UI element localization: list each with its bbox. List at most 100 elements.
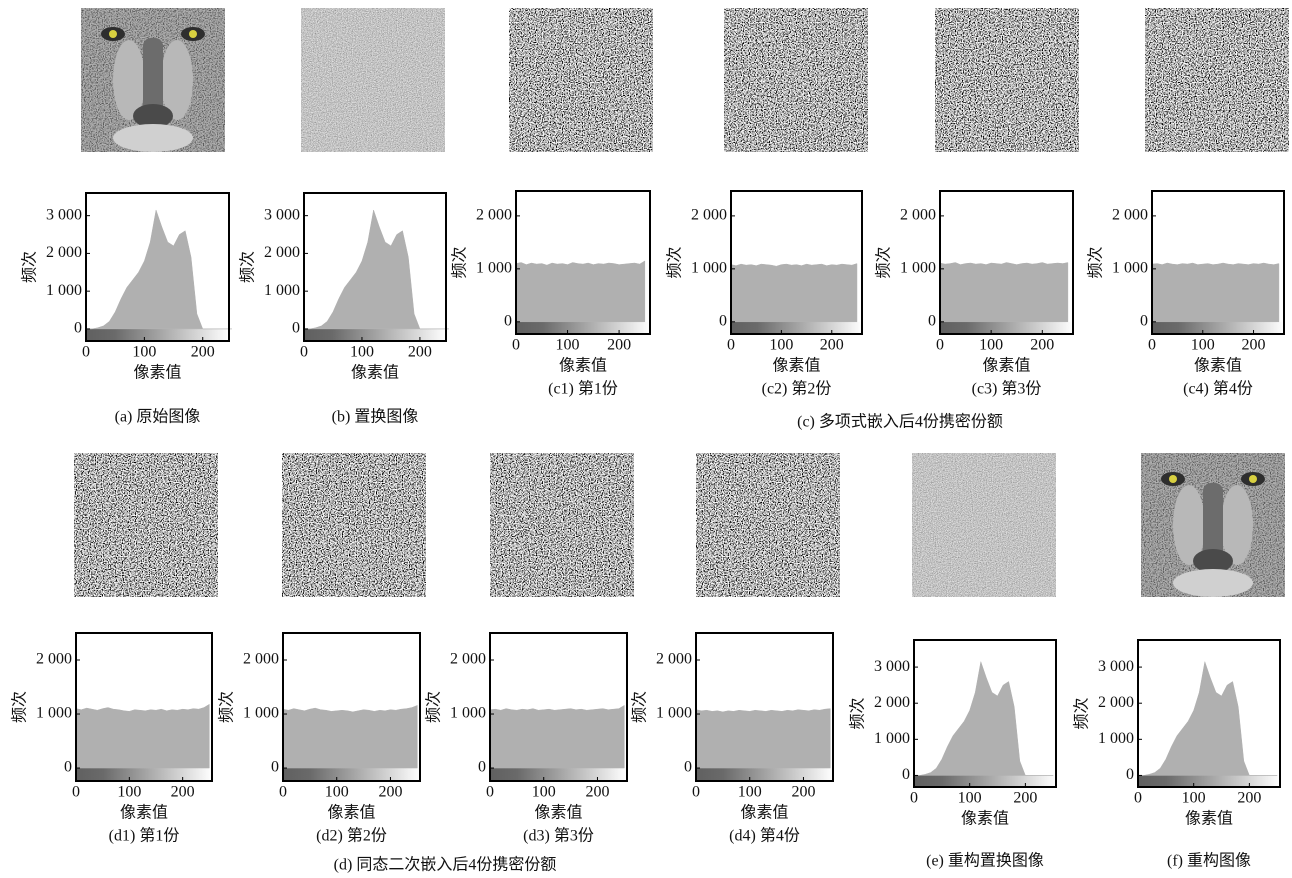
y-axis-label: 频次 (11, 691, 29, 723)
y-tick-label: 1 000 (691, 260, 727, 277)
share-image (490, 453, 634, 597)
y-axis-label: 频次 (631, 691, 649, 723)
x-axis-label: 像素值 (327, 804, 375, 822)
x-tick-label: 100 (769, 337, 793, 354)
y-axis-label: 频次 (451, 246, 469, 278)
y-tick-label: 2 000 (1112, 207, 1148, 224)
y-tick-label: 0 (504, 312, 512, 329)
y-tick-label: 2 000 (243, 651, 279, 668)
y-tick-label: 0 (928, 312, 936, 329)
y-tick-label: 2 000 (264, 244, 300, 261)
x-tick-label: 200 (820, 337, 844, 354)
panel-caption: (f) 重构图像 (1167, 852, 1251, 870)
y-tick-label: 3 000 (264, 206, 300, 223)
histogram-area (914, 662, 1053, 776)
y-tick-label: 1 000 (1098, 730, 1134, 747)
x-tick-label: 200 (1237, 790, 1261, 807)
x-tick-label: 0 (727, 337, 735, 354)
group-caption: (d) 同态二次嵌入后4份携密份额 (334, 856, 557, 874)
panel-caption: (d1) 第1份 (109, 827, 180, 845)
x-tick-label: 0 (72, 784, 80, 801)
histogram-area (304, 210, 449, 329)
permuted-image (301, 8, 445, 152)
x-axis-label: 像素值 (740, 804, 788, 822)
y-tick-label: 1 000 (900, 260, 936, 277)
share-image (1145, 8, 1289, 152)
original-image (81, 8, 225, 152)
y-tick-label: 3 000 (46, 206, 82, 223)
x-tick-label: 100 (117, 784, 141, 801)
y-tick-label: 0 (478, 759, 486, 776)
x-axis-label: 像素值 (772, 357, 820, 375)
y-axis-label: 频次 (875, 246, 893, 278)
x-tick-label: 100 (132, 344, 156, 361)
x-tick-label: 200 (171, 784, 195, 801)
y-tick-label: 0 (74, 320, 82, 337)
y-tick-label: 2 000 (900, 207, 936, 224)
panel-caption: (c4) 第4份 (1183, 380, 1253, 398)
y-tick-label: 2 000 (36, 651, 72, 668)
x-tick-label: 0 (486, 784, 494, 801)
x-tick-label: 200 (1242, 337, 1266, 354)
histogram-area (86, 210, 232, 329)
x-tick-label: 0 (1148, 337, 1156, 354)
histogram-area (731, 264, 857, 322)
x-axis-label: 像素值 (982, 357, 1030, 375)
gray-scale-strip (516, 322, 650, 334)
y-tick-label: 2 000 (476, 207, 512, 224)
y-axis-label: 频次 (666, 246, 684, 278)
y-tick-label: 3 000 (874, 658, 910, 675)
y-tick-label: 0 (684, 759, 692, 776)
y-tick-label: 0 (64, 759, 72, 776)
y-tick-label: 2 000 (1098, 694, 1134, 711)
y-tick-label: 2 000 (450, 651, 486, 668)
gray-scale-strip (304, 329, 446, 341)
x-tick-label: 100 (325, 784, 349, 801)
y-tick-label: 1 000 (36, 705, 72, 722)
x-tick-label: 100 (350, 344, 374, 361)
y-tick-label: 1 000 (1112, 260, 1148, 277)
histogram-area (696, 709, 830, 768)
panel-caption: (c1) 第1份 (548, 380, 618, 398)
panel-caption: (b) 置换图像 (332, 408, 419, 426)
y-axis-label: 频次 (1087, 246, 1105, 278)
y-tick-label: 1 000 (656, 705, 692, 722)
x-axis-label: 像素值 (351, 364, 399, 382)
panel-caption: (d2) 第2份 (316, 827, 387, 845)
x-tick-label: 100 (532, 784, 556, 801)
gray-scale-strip (76, 768, 212, 781)
x-axis-label: 像素值 (1185, 810, 1233, 828)
histogram-area (1138, 662, 1277, 776)
gray-scale-strip (914, 775, 1056, 787)
y-tick-label: 3 000 (1098, 658, 1134, 675)
panel-caption: (a) 原始图像 (115, 408, 201, 426)
x-axis-label: 像素值 (961, 810, 1009, 828)
share-image (935, 8, 1079, 152)
y-tick-label: 1 000 (243, 705, 279, 722)
x-axis-label: 像素值 (133, 364, 181, 382)
histogram-area (516, 261, 645, 322)
group-caption: (c) 多项式嵌入后4份携密份额 (797, 413, 1003, 431)
share-image (282, 453, 426, 597)
y-tick-label: 0 (292, 320, 300, 337)
gray-scale-strip (86, 329, 229, 341)
histogram-area (76, 704, 209, 768)
y-tick-label: 0 (902, 766, 910, 783)
y-tick-label: 1 000 (264, 282, 300, 299)
y-tick-label: 0 (1126, 766, 1134, 783)
x-tick-label: 100 (556, 337, 580, 354)
x-axis-label: 像素值 (1194, 357, 1242, 375)
x-tick-label: 200 (1030, 337, 1054, 354)
x-tick-label: 100 (738, 784, 762, 801)
share-image (696, 453, 840, 597)
x-tick-label: 100 (1191, 337, 1215, 354)
y-axis-label: 频次 (849, 697, 867, 729)
figure: (c) 多项式嵌入后4份携密份额 (d) 同态二次嵌入后4份携密份额 0 1 00… (0, 0, 1292, 878)
histogram-area (940, 263, 1068, 322)
histogram-area (490, 705, 624, 768)
y-tick-label: 1 000 (46, 282, 82, 299)
x-tick-label: 200 (191, 344, 215, 361)
x-tick-label: 0 (300, 344, 308, 361)
x-tick-label: 200 (378, 784, 402, 801)
y-tick-label: 2 000 (46, 244, 82, 261)
